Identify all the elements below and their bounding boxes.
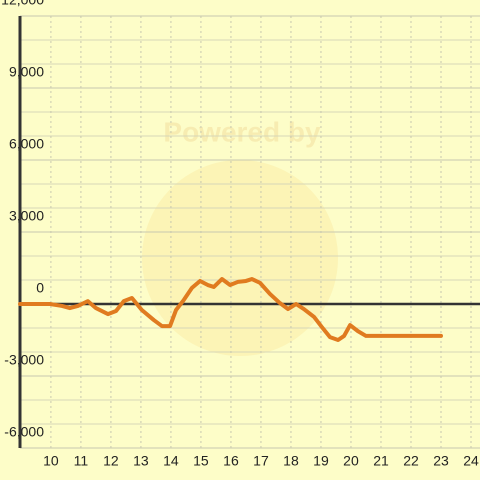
x-tick-label: 14 [163, 453, 179, 469]
watermark: Powered by [163, 116, 321, 147]
y-tick-label: 3,000 [9, 208, 44, 224]
y-tick-label: -6,000 [4, 424, 44, 440]
x-tick-label: 13 [133, 453, 149, 469]
x-tick-label: 16 [223, 453, 239, 469]
x-tick-label: 20 [343, 453, 359, 469]
x-tick-label: 21 [373, 453, 389, 469]
x-tick-label: 17 [253, 453, 269, 469]
y-tick-label: 0 [36, 280, 44, 296]
y-tick-label: 12,000 [1, 0, 44, 8]
x-tick-label: 18 [283, 453, 299, 469]
x-tick-label: 23 [433, 453, 449, 469]
y-tick-label: 9,000 [9, 64, 44, 80]
x-tick-label: 19 [313, 453, 329, 469]
x-tick-label: 15 [193, 453, 209, 469]
x-tick-label: 11 [74, 453, 89, 469]
y-tick-label: 6,000 [9, 136, 44, 152]
x-tick-label: 24 [463, 453, 479, 469]
line-series [18, 277, 443, 342]
x-tick-label: 10 [43, 453, 59, 469]
x-tick-label: 12 [103, 453, 119, 469]
y-tick-label: -3,000 [4, 352, 44, 368]
x-tick-label: 22 [403, 453, 419, 469]
